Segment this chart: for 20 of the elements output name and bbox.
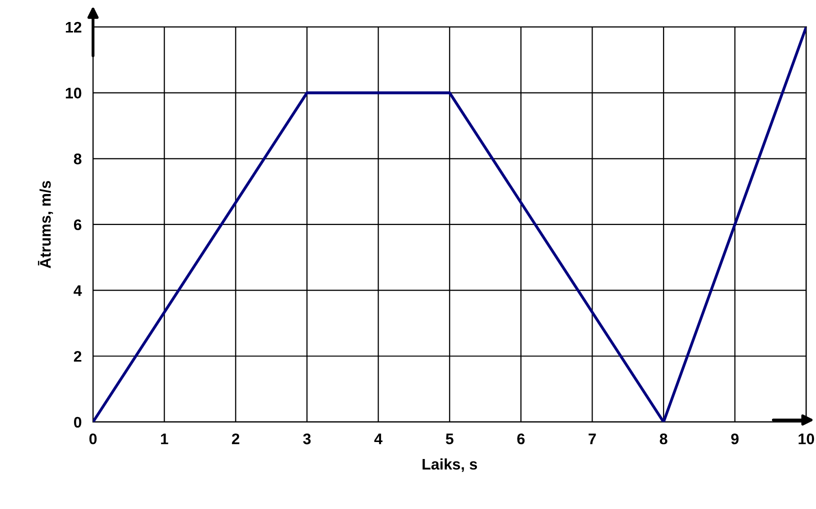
x-tick-label: 5 xyxy=(446,434,454,444)
x-tick-label: 8 xyxy=(660,433,668,444)
x-tick-label: 1 xyxy=(161,434,168,444)
y-tick-label: 0 xyxy=(74,416,82,428)
x-tick-label: 6 xyxy=(517,433,525,444)
y-tick-label: 6 xyxy=(74,219,82,230)
y-axis-title: Ātrums, m/s xyxy=(38,180,54,268)
x-tick-label: 9 xyxy=(731,433,739,444)
x-tick-label: 10 xyxy=(798,433,814,444)
x-tick-label: 3 xyxy=(303,433,311,444)
x-tick-label: 0 xyxy=(89,433,97,444)
x-tick-label: 7 xyxy=(588,434,596,444)
y-tick-label: 8 xyxy=(74,154,82,164)
y-tick-label: 12 xyxy=(66,22,82,33)
x-tick-label: 2 xyxy=(232,433,240,444)
y-tick-label: 4 xyxy=(74,285,82,296)
y-tick-label: 2 xyxy=(74,351,82,362)
y-tick-label: 10 xyxy=(66,88,82,98)
x-tick-label: 4 xyxy=(374,434,382,444)
x-axis-title: Laiks, s xyxy=(422,458,478,472)
